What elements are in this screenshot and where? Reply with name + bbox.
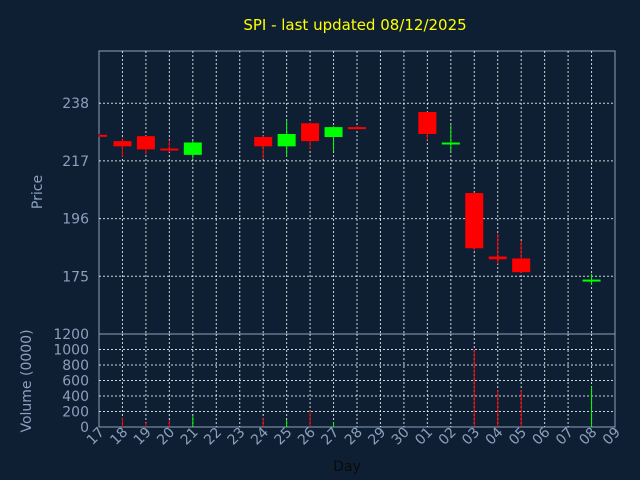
volume-tick-label: 0 [80,420,89,436]
x-tick-label: 19 [131,425,155,449]
x-tick-label: 20 [154,425,178,449]
marks [98,111,601,427]
x-tick-label: 03 [459,425,483,449]
volume-tick-label: 1000 [53,343,89,359]
price-tick-label: 217 [62,154,89,170]
x-axis-label: Day [333,459,361,475]
candle-body [160,148,179,151]
x-tick-label: 24 [248,424,272,448]
candle-body [99,134,107,137]
x-tick-label: 29 [365,425,389,449]
price-axis-label: Price [30,175,46,209]
x-tick-label: 07 [553,425,577,449]
chart-title: SPI - last updated 08/12/2025 [243,16,466,34]
x-tick-label: 25 [272,425,296,449]
candle-body [277,133,296,147]
candle-body [512,258,531,273]
x-tick-label: 26 [295,424,319,448]
candle-body [301,123,320,142]
x-tick-label: 21 [178,425,202,449]
x-tick-label: 04 [483,424,507,448]
volume-tick-label: 800 [62,358,89,374]
volume-tick-label: 1200 [53,327,89,343]
x-tick-label: 23 [225,425,249,449]
volume-tick-label: 200 [62,405,89,421]
candle-body [418,111,437,134]
x-tick-label: 05 [506,425,530,449]
x-tick-label: 30 [389,425,413,449]
x-tick-label: 01 [412,425,436,449]
grid [99,51,615,427]
candle-body [136,136,155,150]
volume-tick-label: 600 [62,374,89,390]
candle-body [254,136,273,147]
x-tick-label: 09 [600,425,624,449]
price-tick-label: 175 [62,269,89,285]
x-tick-label: 02 [436,425,460,449]
volume-axis-label: Volume (0000) [19,329,35,432]
candle-body [324,127,343,137]
candle-body [465,193,484,249]
candle-body [582,279,601,282]
price-tick-label: 196 [62,212,89,228]
candle-body [183,142,202,155]
candle-body [348,127,366,130]
x-tick-label: 18 [107,425,131,449]
candle-body [441,142,460,145]
x-tick-label: 08 [576,425,600,449]
volume-tick-label: 400 [62,389,89,405]
x-tick-label: 28 [342,425,366,449]
candle-body [113,141,132,147]
x-tick-label: 22 [201,425,225,449]
candle-body [488,256,507,260]
x-tick-label: 06 [530,424,554,448]
x-tick-label: 27 [318,425,342,449]
price-tick-label: 238 [62,96,89,112]
